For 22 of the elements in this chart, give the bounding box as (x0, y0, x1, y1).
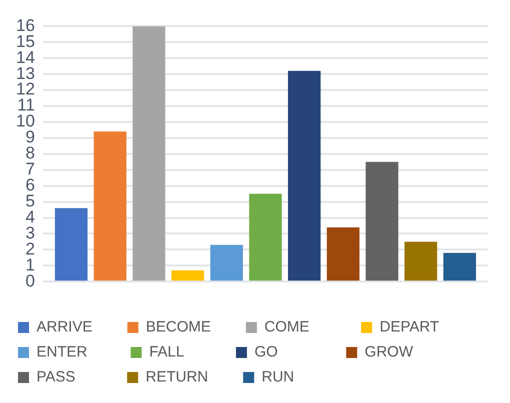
legend-label: BECOME (146, 318, 236, 336)
bar (171, 270, 204, 281)
bar (288, 70, 321, 281)
legend-label: DEPART (380, 318, 464, 336)
legend-label: PASS (36, 368, 118, 386)
legend-label: GO (254, 344, 336, 361)
bar (54, 208, 88, 281)
legend-label: GROW (364, 344, 455, 361)
bar (132, 26, 166, 281)
bar (326, 227, 360, 281)
legend-label: RUN (262, 368, 344, 386)
bar (210, 244, 243, 281)
legend-label: RETURN (146, 368, 234, 386)
bar (94, 132, 126, 281)
bar (443, 252, 476, 281)
legend-label: ENTER (36, 344, 121, 361)
legend-label: COME (264, 318, 352, 336)
bar (366, 162, 398, 281)
bar (404, 242, 438, 281)
legend-label: FALL (149, 344, 226, 361)
legend-label: ARRIVE (36, 318, 118, 336)
bar (249, 194, 282, 281)
